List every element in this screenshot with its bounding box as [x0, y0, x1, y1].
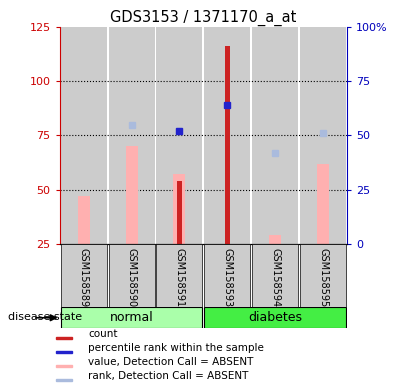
Bar: [55, 351, 72, 353]
Text: value, Detection Call = ABSENT: value, Detection Call = ABSENT: [88, 357, 254, 367]
Text: GSM158591: GSM158591: [175, 248, 185, 307]
Bar: [269, 235, 282, 244]
Bar: [60, 307, 203, 328]
Bar: [177, 181, 182, 244]
Bar: [109, 244, 155, 307]
Text: GSM158594: GSM158594: [270, 248, 280, 307]
Bar: [300, 27, 346, 244]
Text: GSM158595: GSM158595: [319, 248, 328, 307]
Bar: [55, 337, 72, 339]
Bar: [157, 244, 203, 307]
Bar: [109, 27, 155, 244]
Bar: [157, 27, 203, 244]
Bar: [125, 146, 138, 244]
Bar: [225, 46, 230, 244]
Bar: [60, 27, 106, 244]
Text: GSM158589: GSM158589: [79, 248, 88, 307]
Bar: [204, 307, 346, 328]
Bar: [204, 244, 250, 307]
Text: GSM158590: GSM158590: [127, 248, 136, 307]
Text: percentile rank within the sample: percentile rank within the sample: [88, 343, 264, 353]
Text: normal: normal: [110, 311, 153, 324]
Text: disease state: disease state: [8, 312, 82, 322]
Text: count: count: [88, 329, 118, 339]
Bar: [300, 244, 346, 307]
Bar: [55, 379, 72, 381]
Text: rank, Detection Call = ABSENT: rank, Detection Call = ABSENT: [88, 371, 249, 381]
Bar: [78, 196, 90, 244]
Title: GDS3153 / 1371170_a_at: GDS3153 / 1371170_a_at: [110, 9, 297, 25]
Bar: [60, 244, 106, 307]
Bar: [173, 174, 185, 244]
Bar: [252, 244, 298, 307]
Bar: [55, 365, 72, 367]
Bar: [252, 27, 298, 244]
Bar: [317, 164, 329, 244]
Text: diabetes: diabetes: [248, 311, 302, 324]
Text: GSM158593: GSM158593: [222, 248, 232, 307]
Bar: [204, 27, 250, 244]
